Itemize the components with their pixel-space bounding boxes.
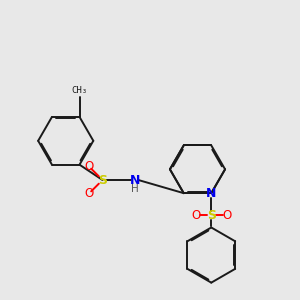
Text: H: H bbox=[131, 184, 139, 194]
Text: O: O bbox=[84, 160, 93, 173]
Text: S: S bbox=[207, 209, 216, 222]
Text: O: O bbox=[222, 209, 231, 222]
Text: O: O bbox=[84, 187, 93, 200]
Text: CH₃: CH₃ bbox=[71, 85, 88, 94]
Text: S: S bbox=[98, 173, 107, 187]
Text: O: O bbox=[191, 209, 201, 222]
Text: N: N bbox=[206, 187, 217, 200]
Text: N: N bbox=[130, 173, 140, 187]
